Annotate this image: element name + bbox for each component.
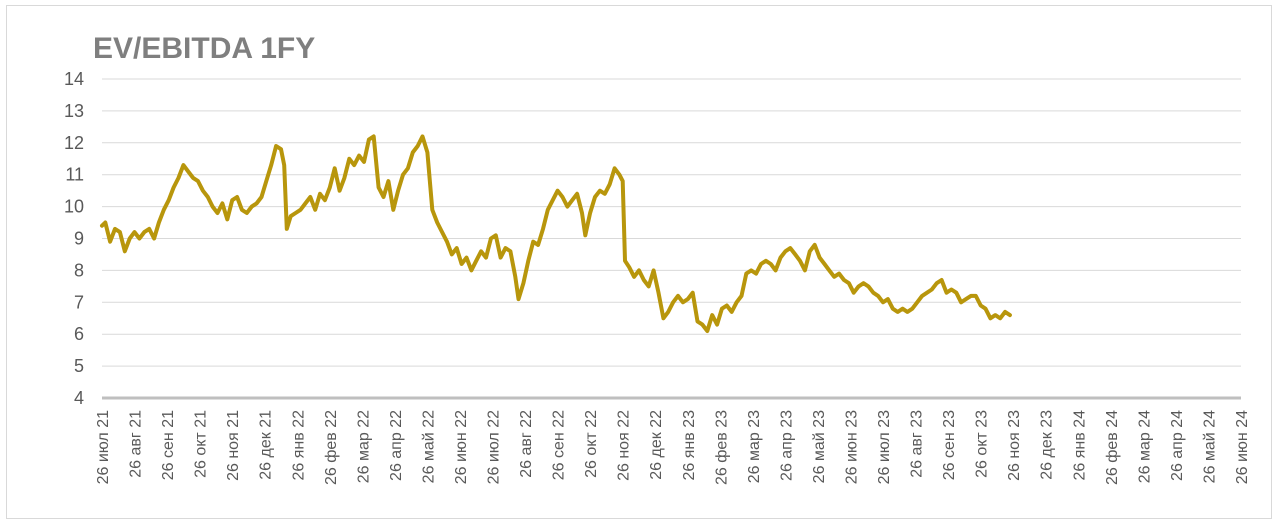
x-tick-label: 26 мар 22 bbox=[355, 410, 372, 483]
x-tick-label: 26 июл 23 bbox=[876, 410, 893, 485]
x-tick-label: 26 окт 21 bbox=[193, 410, 210, 478]
x-tick-label: 26 янв 22 bbox=[290, 410, 307, 481]
x-tick-label: 26 фев 22 bbox=[323, 410, 340, 485]
y-tick-label: 14 bbox=[64, 69, 84, 89]
x-tick-label: 26 авг 22 bbox=[518, 410, 535, 478]
x-tick-label: 26 дек 23 bbox=[1039, 410, 1056, 480]
y-tick-label: 8 bbox=[74, 260, 84, 280]
x-tick-label: 26 июл 22 bbox=[486, 410, 503, 485]
y-tick-label: 11 bbox=[65, 165, 84, 185]
x-tick-label: 26 сен 22 bbox=[551, 410, 568, 480]
x-tick-label: 26 ноя 21 bbox=[225, 410, 242, 481]
x-tick-label: 26 май 23 bbox=[811, 410, 828, 483]
y-axis: 4 5 6 7 8 9 10 11 12 13 14 bbox=[64, 69, 84, 408]
x-tick-label: 26 окт 23 bbox=[974, 410, 991, 478]
y-tick-label: 9 bbox=[74, 229, 84, 249]
x-tick-label: 26 июн 22 bbox=[453, 410, 470, 484]
x-tick-label: 26 мар 23 bbox=[746, 410, 763, 483]
x-tick-label: 26 апр 22 bbox=[388, 410, 405, 481]
x-tick-label: 26 дек 21 bbox=[258, 410, 275, 480]
x-tick-label: 26 сен 21 bbox=[160, 410, 177, 480]
y-tick-label: 10 bbox=[64, 197, 84, 217]
x-tick-label: 26 ноя 22 bbox=[616, 410, 633, 481]
gridlines bbox=[102, 78, 1241, 400]
x-tick-label: 26 янв 24 bbox=[1071, 410, 1088, 481]
chart-title: EV/EBITDA 1FY bbox=[93, 32, 315, 65]
y-tick-label: 13 bbox=[64, 101, 84, 121]
x-tick-label: 26 июл 21 bbox=[95, 410, 112, 485]
series-group bbox=[100, 134, 1012, 333]
x-tick-label: 26 мар 24 bbox=[1136, 410, 1153, 483]
x-tick-label: 26 май 22 bbox=[420, 410, 437, 483]
x-tick-label: 26 май 24 bbox=[1201, 410, 1218, 483]
y-tick-label: 4 bbox=[74, 388, 84, 408]
x-tick-label: 26 ноя 23 bbox=[1006, 410, 1023, 481]
chart-frame: EV/EBITDA 1FY 4 5 6 7 8 9 10 11 12 13 14 26 июл 21… bbox=[6, 5, 1272, 519]
y-tick-label: 6 bbox=[74, 324, 84, 344]
x-tick-label: 26 фев 23 bbox=[713, 410, 730, 485]
x-tick-label: 26 дек 22 bbox=[648, 410, 665, 480]
y-tick-label: 5 bbox=[74, 356, 84, 376]
x-tick-label: 26 окт 22 bbox=[583, 410, 600, 478]
x-tick-label: 26 сен 23 bbox=[941, 410, 958, 480]
series-line bbox=[100, 134, 1012, 333]
chart-svg: EV/EBITDA 1FY 4 5 6 7 8 9 10 11 12 13 14 26 июл 21… bbox=[64, 32, 1251, 485]
x-tick-label: 26 фев 24 bbox=[1104, 410, 1121, 485]
x-tick-label: 26 апр 23 bbox=[778, 410, 795, 481]
x-tick-label: 26 авг 21 bbox=[128, 410, 145, 478]
x-tick-label: 26 июн 24 bbox=[1234, 410, 1251, 484]
x-tick-label: 26 авг 23 bbox=[909, 410, 926, 478]
x-tick-label: 26 янв 23 bbox=[681, 410, 698, 481]
y-tick-label: 7 bbox=[74, 292, 84, 312]
x-tick-label: 26 апр 24 bbox=[1169, 410, 1186, 481]
x-axis: 26 июл 21 26 авг 21 26 сен 21 26 окт 21 26 н… bbox=[95, 410, 1251, 485]
x-tick-label: 26 июн 23 bbox=[843, 410, 860, 484]
y-tick-label: 12 bbox=[64, 133, 84, 153]
